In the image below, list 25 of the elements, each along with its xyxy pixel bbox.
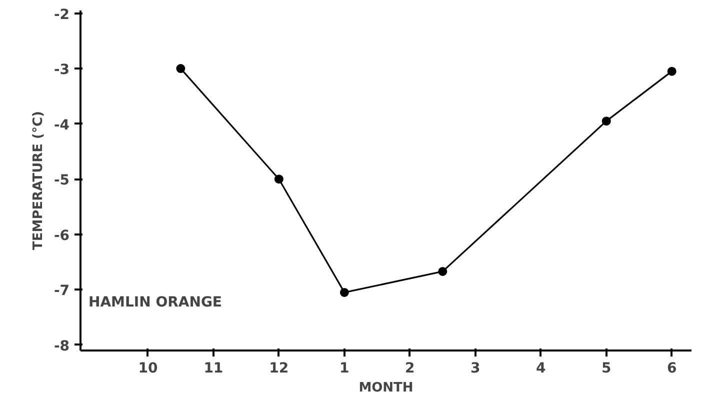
y-tick-label: -4	[54, 117, 70, 134]
x-tick-label: 5	[601, 360, 612, 376]
x-tick-label: 2	[405, 360, 415, 376]
point	[274, 174, 284, 184]
point	[176, 64, 186, 74]
y-tick-label: -8	[54, 338, 70, 354]
x-tick-label: 6	[666, 360, 677, 376]
y-tick-label: -7	[54, 283, 70, 300]
point	[667, 66, 676, 76]
point	[340, 288, 349, 297]
y-tick-label: -2	[54, 6, 70, 23]
x-tick-label: 11	[204, 360, 224, 376]
y-tick-label: -5	[54, 172, 70, 189]
point	[602, 116, 611, 126]
x-tick-label: 12	[269, 360, 289, 376]
y-tick-label: -3	[54, 62, 70, 78]
x-tick-label: 10	[138, 360, 158, 376]
x-axis-title: MONTH	[358, 380, 414, 396]
point	[438, 266, 448, 276]
x-tick-label: 1	[340, 360, 350, 376]
y-axis-title: TEMPERATURE (°C)	[30, 111, 46, 250]
x-tick-label: 3	[470, 360, 480, 376]
annotation: HAMLIN ORANGE	[88, 294, 222, 310]
x-tick-label: 4	[536, 360, 546, 376]
y-tick-label: -6	[54, 228, 70, 244]
